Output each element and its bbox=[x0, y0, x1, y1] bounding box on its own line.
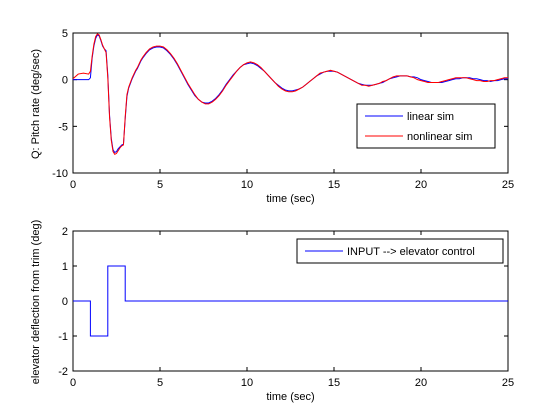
x-axis-label: time (sec) bbox=[266, 391, 314, 403]
legend-label: linear sim bbox=[407, 111, 454, 123]
legend-box bbox=[356, 103, 496, 149]
x-tick-label: 5 bbox=[157, 179, 163, 191]
series-line-input-elevator-control bbox=[73, 265, 508, 337]
y-tick-label: -2 bbox=[58, 366, 68, 378]
legend: INPUT --> elevator control bbox=[296, 238, 504, 264]
x-tick-label: 15 bbox=[328, 377, 340, 389]
x-tick-label: 20 bbox=[415, 179, 427, 191]
y-tick-label: -10 bbox=[52, 168, 68, 180]
y-tick-label: -1 bbox=[58, 331, 68, 343]
x-tick-label: 25 bbox=[502, 179, 514, 191]
y-tick-label: 1 bbox=[62, 261, 68, 273]
y-tick-label: 0 bbox=[62, 75, 68, 87]
x-tick-label: 0 bbox=[70, 377, 76, 389]
pitch-rate-plot: 0 5 10 15 20 25 -10 -5 0 5 time (sec) Q: Pitch rate… bbox=[30, 28, 514, 205]
plot-area bbox=[72, 32, 509, 174]
y-axis-label: elevator deflection from trim (deg) bbox=[30, 220, 42, 384]
y-tick-label: 2 bbox=[62, 226, 68, 238]
y-tick-label: 5 bbox=[62, 28, 68, 40]
y-tick-label: -5 bbox=[58, 121, 68, 133]
x-tick-label: 0 bbox=[70, 179, 76, 191]
x-tick-label: 10 bbox=[241, 179, 253, 191]
legend: linear sim nonlinear sim bbox=[356, 103, 496, 149]
legend-label: nonlinear sim bbox=[407, 131, 472, 143]
elevator-deflection-plot: 0 5 10 15 20 25 -2 -1 0 1 2 time (sec) elevator defl… bbox=[30, 220, 514, 403]
legend-label: INPUT --> elevator control bbox=[347, 246, 475, 258]
x-tick-label: 15 bbox=[328, 179, 340, 191]
series-line-nonlinear-sim bbox=[73, 33, 508, 155]
x-axis-label: time (sec) bbox=[266, 193, 314, 205]
x-tick-label: 20 bbox=[415, 377, 427, 389]
x-tick-label: 5 bbox=[157, 377, 163, 389]
x-tick-label: 25 bbox=[502, 377, 514, 389]
y-axis-label: Q: Pitch rate (deg/sec) bbox=[30, 49, 42, 159]
y-tick-label: 0 bbox=[62, 296, 68, 308]
x-tick-label: 10 bbox=[241, 377, 253, 389]
